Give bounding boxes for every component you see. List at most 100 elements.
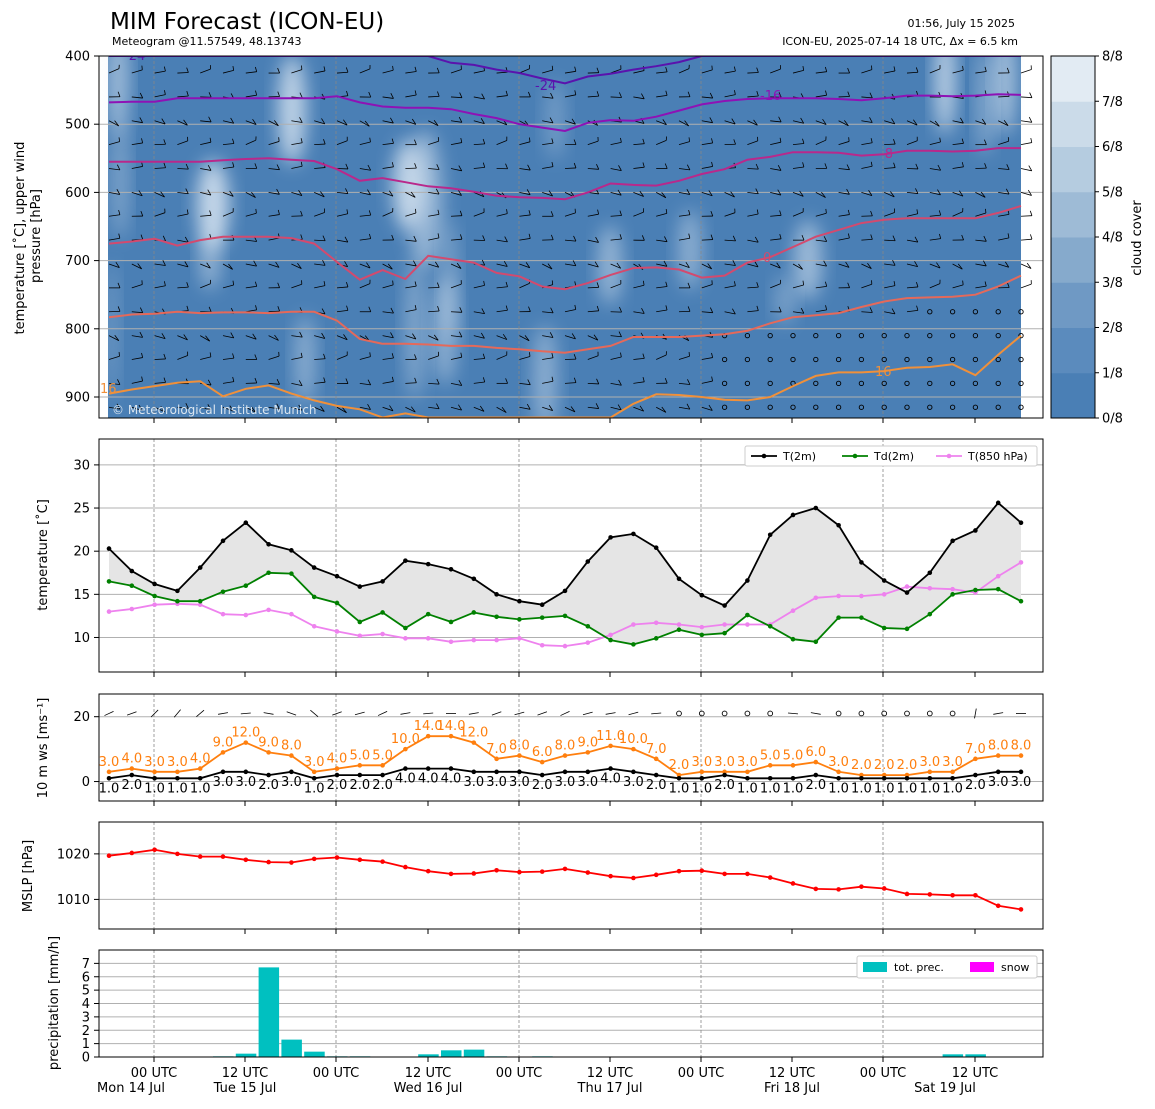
colorbar-tick-label: 7/8 [1102, 95, 1123, 110]
wind-label: 1.0 [167, 781, 188, 796]
wind-point [745, 776, 750, 781]
colorbar-tick-label: 1/8 [1102, 366, 1123, 381]
isotherm-label: -24 [535, 79, 556, 94]
wind-label: 2.0 [121, 778, 142, 793]
wind-label: 2.0 [965, 778, 986, 793]
model-run: ICON-EU, 2025-07-14 18 UTC, Δx = 6.5 km [782, 35, 1018, 48]
series-point [380, 579, 385, 584]
ytick-label: 7 [82, 957, 90, 972]
day-label: Tue 15 Jul [213, 1081, 277, 1096]
gust-point [836, 770, 841, 775]
series-point [152, 582, 157, 587]
wind-point [403, 766, 408, 771]
legend-label: T(850 hPa) [967, 450, 1028, 463]
legend-marker [853, 454, 858, 459]
mslp-point [426, 869, 431, 874]
mslp-point [996, 903, 1001, 908]
colorbar-band [1051, 147, 1095, 193]
legend-marker [947, 454, 952, 459]
series-point [403, 626, 408, 631]
series-point [266, 608, 271, 613]
wind-point [700, 776, 705, 781]
mslp-point [107, 853, 112, 858]
colorbar-band [1051, 56, 1095, 102]
precip-bar [281, 1040, 302, 1057]
gust-label: 5.0 [349, 748, 370, 763]
series-point [973, 528, 978, 533]
colorbar-tick-label: 8/8 [1102, 50, 1123, 65]
wind-label: 3.0 [555, 775, 576, 790]
mslp-point [1019, 907, 1024, 912]
series-point [631, 642, 636, 647]
gust-label: 8.0 [555, 739, 576, 754]
colorbar-band [1051, 373, 1095, 419]
mslp-point [586, 870, 591, 875]
mslp-point [221, 854, 226, 859]
gust-label: 8.0 [988, 739, 1009, 754]
gust-point [745, 770, 750, 775]
gust-label: 3.0 [737, 755, 758, 770]
mslp-point [722, 872, 727, 877]
gust-label: 3.0 [942, 755, 963, 770]
series-point [859, 594, 864, 599]
gust-label: 2.0 [669, 758, 690, 773]
series-point [882, 578, 887, 583]
wind-label: 1.0 [760, 781, 781, 796]
wind-label: 3.0 [281, 775, 302, 790]
series-point [472, 638, 477, 643]
mslp-point [882, 886, 887, 891]
wind-barb-flag [119, 137, 120, 141]
wind-point [586, 770, 591, 775]
series-point [768, 624, 773, 629]
series-point [152, 602, 157, 607]
series-point [836, 523, 841, 528]
wind-point [882, 776, 887, 781]
series-point [380, 610, 385, 615]
cloud-cover-colorbar: 0/81/82/83/84/85/86/87/88/8 [1051, 50, 1123, 427]
series-point [198, 599, 203, 604]
gust-point [472, 740, 477, 745]
wind-label: 2.0 [532, 778, 553, 793]
mslp-point [631, 876, 636, 881]
gust-point [517, 753, 522, 758]
colorbar-tick-label: 2/8 [1102, 321, 1123, 336]
series-point [312, 595, 317, 600]
gust-label: 7.0 [486, 742, 507, 757]
ytick-label: 0 [82, 1051, 90, 1066]
series-point [950, 592, 955, 597]
wind-point [540, 773, 545, 778]
series-point [426, 562, 431, 567]
series-point [814, 506, 819, 511]
wind-barb-flag [529, 352, 530, 356]
precip-bar [236, 1054, 256, 1057]
gust-point [289, 753, 294, 758]
isotherm-label: 16 [100, 382, 117, 397]
wind-point [449, 766, 454, 771]
mslp-point [905, 892, 910, 897]
ytick-label: 20 [73, 710, 90, 725]
time-tick-label: 12 UTC [405, 1066, 451, 1081]
colorbar-band [1051, 282, 1095, 328]
ytick-label: 1020 [57, 847, 90, 862]
gust-point [449, 734, 454, 739]
series-point [654, 636, 659, 641]
time-tick-label: 12 UTC [587, 1066, 633, 1081]
legend-label: tot. prec. [894, 961, 944, 974]
time-tick-label: 12 UTC [952, 1066, 998, 1081]
wind-point [1019, 770, 1024, 775]
mslp-point [700, 868, 705, 873]
wind-point [289, 770, 294, 775]
series-point [221, 589, 226, 594]
copyright: © Meteorological Institute Munich [112, 403, 316, 417]
series-point [175, 589, 180, 594]
wind-label: 1.0 [691, 781, 712, 796]
gust-point [540, 760, 545, 765]
time-tick-label: 00 UTC [496, 1066, 542, 1081]
gust-label: 5.0 [783, 748, 804, 763]
wind-label: 2.0 [714, 778, 735, 793]
wind-label: 1.0 [737, 781, 758, 796]
ytick-label: 800 [65, 322, 90, 337]
isotherm-label: 0 [763, 251, 771, 266]
ytick-label: 700 [65, 254, 90, 269]
gust-point [380, 763, 385, 768]
